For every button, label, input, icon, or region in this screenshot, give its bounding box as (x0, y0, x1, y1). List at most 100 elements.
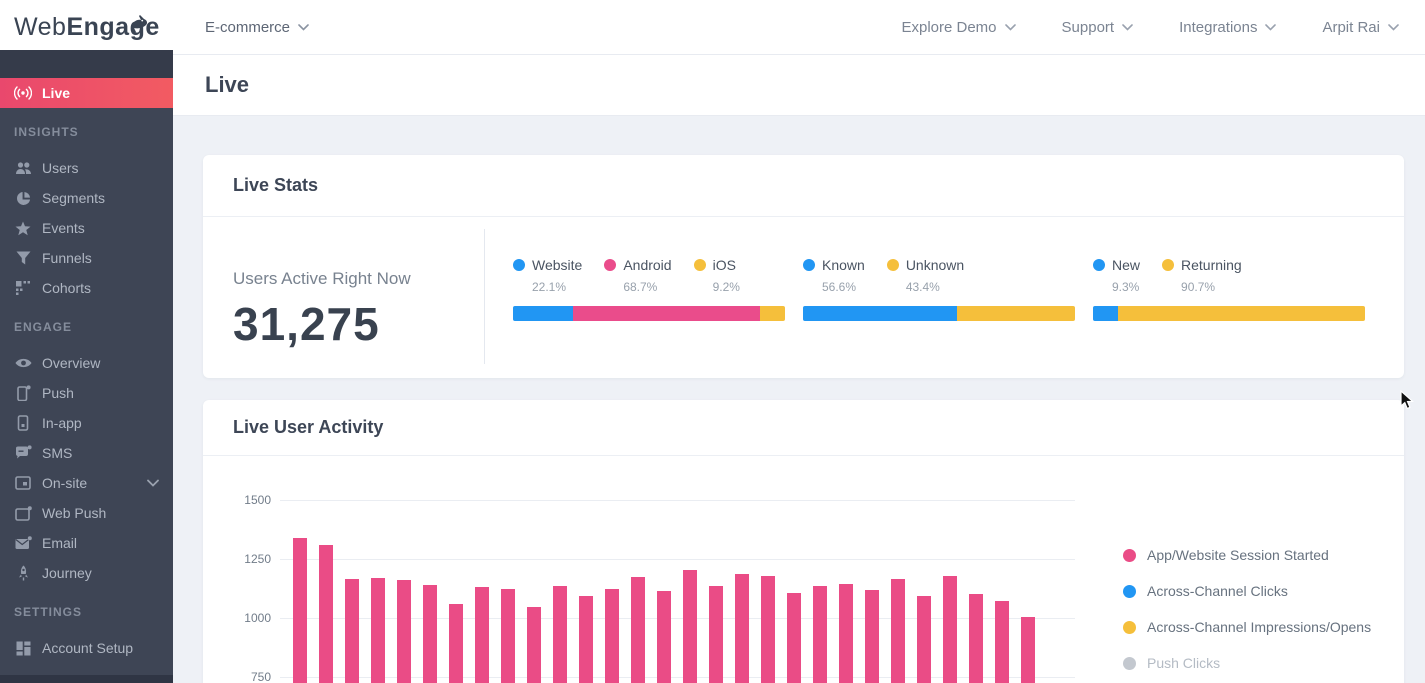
active-users-label: Users Active Right Now (233, 269, 411, 288)
sidebar-item-cohorts[interactable]: Cohorts (0, 273, 173, 303)
nav-user-label: Arpit Rai (1322, 18, 1380, 36)
legend-dot-icon (1123, 620, 1136, 634)
nav-explore-demo[interactable]: Explore Demo (901, 19, 1016, 36)
chart-bar[interactable] (319, 544, 333, 683)
sidebar-item-funnels[interactable]: Funnels (0, 243, 173, 273)
chevron-down-icon[interactable] (147, 479, 159, 487)
chart-legend-item[interactable]: Across-Channel Clicks (1123, 583, 1371, 599)
chart-bar[interactable] (397, 580, 411, 683)
chart-legend-label: App/Website Session Started (1147, 547, 1329, 563)
chart-bar[interactable] (631, 576, 645, 683)
chart-bar[interactable] (579, 595, 593, 683)
sidebar-item-live-label: Live (42, 85, 71, 101)
logo-text-web: Web (14, 12, 67, 41)
stacked-bar (1093, 306, 1365, 321)
chart-bar[interactable] (787, 593, 801, 683)
sidebar-item-journey[interactable]: Journey (0, 558, 173, 588)
chart-bar[interactable] (709, 586, 723, 683)
chart-bar[interactable] (605, 588, 619, 683)
sidebar-item-webpush[interactable]: Web Push (0, 498, 173, 528)
sidebar-item-users[interactable]: Users (0, 153, 173, 183)
legend-dot-icon (803, 259, 815, 271)
breakdown-segment: Website 22.1% (513, 257, 582, 294)
stacked-bar-segment (803, 306, 957, 321)
sidebar-item-label: Overview (42, 355, 101, 371)
chart-bar[interactable] (735, 574, 749, 683)
legend-dot-icon (1162, 259, 1175, 271)
breakdown-segment-label: Known (822, 257, 865, 273)
sidebar-item-events[interactable]: Events (0, 213, 173, 243)
inapp-phone-icon (14, 415, 32, 431)
top-nav: Explore Demo Support Integrations Arpit … (901, 19, 1425, 36)
legend-dot-icon (1123, 584, 1136, 598)
live-activity-card-title: Live User Activity (203, 400, 1404, 456)
chart-bar[interactable] (371, 577, 385, 683)
sidebar-item-overview[interactable]: Overview (0, 348, 173, 378)
funnel-icon (14, 250, 32, 266)
chart-legend: App/Website Session Started Across-Channe… (1123, 547, 1371, 683)
chart-bar[interactable] (449, 603, 463, 683)
chart-bar[interactable] (891, 579, 905, 683)
chart-bar[interactable] (657, 590, 671, 683)
chart-bar[interactable] (865, 589, 879, 683)
chart-legend-item[interactable]: Across-Channel Impressions/Opens (1123, 619, 1371, 635)
sidebar-item-push[interactable]: Push (0, 378, 173, 408)
stacked-bar-segment (956, 306, 1075, 321)
chevron-down-icon (1265, 23, 1277, 31)
breakdown-segment-label: Website (532, 257, 583, 273)
breakdown-segment-legend: New (1093, 257, 1140, 273)
chart-bar[interactable] (475, 587, 489, 683)
sidebar-item-email[interactable]: Email (0, 528, 173, 558)
chart-bar[interactable] (761, 575, 775, 683)
push-phone-icon (14, 385, 32, 401)
legend-dot-icon (604, 259, 617, 271)
chart-legend-item[interactable]: Push Clicks (1123, 655, 1371, 671)
chevron-down-icon (1122, 23, 1133, 31)
chart-bar[interactable] (813, 586, 827, 683)
sidebar-item-sms[interactable]: SMS (0, 438, 173, 468)
chart-bar[interactable] (995, 601, 1009, 683)
webengage-logo[interactable]: Web Engage (0, 13, 173, 42)
chart-ytick-label: 1250 (244, 552, 271, 566)
chart-bar[interactable] (293, 537, 307, 683)
breakdown-legend-row: New 9.3% Returning 90.7% (1093, 257, 1365, 294)
project-selector-dropdown[interactable]: E-commerce (205, 19, 309, 36)
chart-bar[interactable] (943, 575, 957, 683)
sidebar-item-onsite[interactable]: On-site (0, 468, 173, 498)
sidebar-item-account-setup[interactable]: Account Setup (0, 633, 173, 663)
chart-bar[interactable] (345, 579, 359, 683)
eye-icon (14, 355, 32, 371)
chart-bar[interactable] (553, 586, 567, 683)
breakdown-segment-label: Returning (1181, 257, 1242, 273)
legend-dot-icon (1123, 656, 1136, 670)
chart-ytick-label: 1500 (244, 493, 271, 507)
nav-integrations[interactable]: Integrations (1179, 19, 1277, 36)
sidebar-item-segments[interactable]: Segments (0, 183, 173, 213)
chart-legend-item[interactable]: App/Website Session Started (1123, 547, 1371, 563)
nav-user-menu[interactable]: Arpit Rai (1322, 19, 1399, 36)
chart-bar[interactable] (501, 588, 515, 683)
sidebar-item-inapp[interactable]: In-app (0, 408, 173, 438)
chart-bar[interactable] (1021, 616, 1035, 683)
breakdown-segment-pct: 56.6% (822, 280, 857, 294)
breakdown-segment-pct: 9.3% (1112, 280, 1140, 294)
nav-support[interactable]: Support (1062, 19, 1134, 36)
legend-dot-icon (1123, 548, 1136, 562)
chart-bar[interactable] (917, 595, 931, 683)
chart-bar[interactable] (683, 569, 697, 683)
chart-bar[interactable] (839, 583, 853, 683)
nav-support-label: Support (1061, 18, 1115, 36)
sidebar-item-live[interactable]: Live (0, 78, 173, 108)
chart-bar[interactable] (423, 584, 437, 683)
breakdown-legend-row: Website 22.1% Android 68.7% iOS 9.2% (513, 257, 785, 294)
sidebar-top-strip (0, 50, 173, 78)
chart-gridline (280, 500, 1075, 501)
chart-bar[interactable] (527, 607, 541, 683)
active-users-count: 31,275 (233, 298, 380, 350)
webpush-window-icon (14, 505, 32, 521)
chart-bar[interactable] (969, 594, 983, 683)
legend-dot-icon (513, 259, 525, 271)
breakdown-segment-pct: 22.1% (532, 280, 567, 294)
sidebar-section-insights: INSIGHTS (14, 125, 79, 139)
breakdown-segment-pct: 43.4% (905, 280, 940, 294)
